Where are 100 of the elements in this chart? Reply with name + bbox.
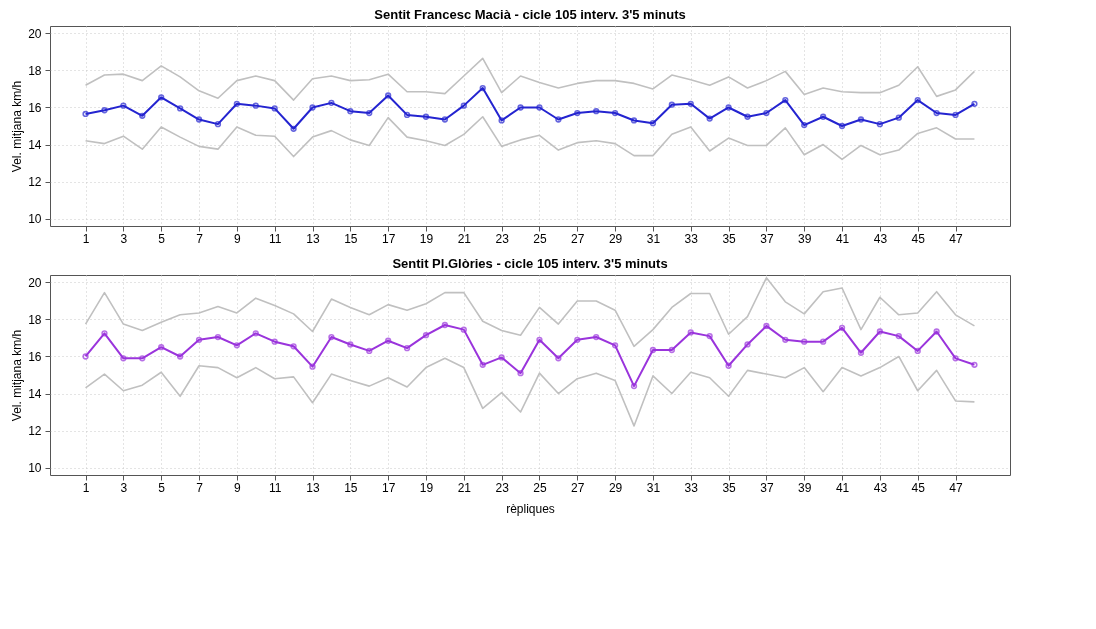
point — [763, 109, 770, 117]
x-tick-label: 47 — [949, 231, 964, 246]
x-tick-label: 41 — [835, 231, 850, 246]
x-tick-label: 25 — [533, 480, 547, 495]
point — [668, 346, 675, 354]
point — [214, 333, 222, 341]
point — [441, 116, 449, 123]
point — [687, 100, 694, 107]
x-tick-label: 33 — [684, 231, 699, 246]
point — [725, 104, 732, 111]
x-tick-label: 7 — [196, 480, 204, 495]
x-tick-label: 47 — [949, 480, 964, 495]
point — [820, 113, 827, 120]
y-tick-label: 14 — [28, 387, 42, 402]
point — [895, 332, 902, 340]
point — [933, 328, 940, 335]
x-tick-label: 1 — [82, 231, 90, 246]
point — [838, 122, 846, 130]
point — [158, 344, 165, 351]
x-tick-label: 27 — [571, 231, 585, 246]
point — [422, 113, 430, 120]
point — [801, 338, 808, 345]
x-tick-label: 37 — [760, 231, 774, 246]
point — [460, 326, 467, 333]
point — [555, 116, 562, 123]
point — [195, 336, 203, 343]
y-tick-label: 20 — [28, 275, 42, 290]
x-tick-label: 31 — [646, 480, 661, 495]
point — [422, 332, 430, 339]
y-axis-title: Vel. mitjana km/h — [10, 80, 25, 173]
point — [101, 107, 108, 114]
point — [139, 355, 146, 362]
y-tick-label: 14 — [28, 138, 42, 153]
point — [195, 116, 203, 123]
x-tick-label: 29 — [608, 231, 623, 246]
point — [233, 100, 240, 107]
point — [385, 337, 392, 344]
point — [914, 347, 921, 355]
point — [611, 342, 619, 349]
point — [271, 105, 278, 112]
x-tick-label: 15 — [344, 231, 358, 246]
point — [498, 354, 505, 361]
x-tick-label: 35 — [722, 231, 737, 246]
point — [895, 114, 902, 121]
x-tick-label: 3 — [120, 231, 128, 246]
point — [309, 104, 316, 111]
point — [139, 112, 146, 119]
point — [914, 96, 921, 104]
y-tick-label: 18 — [28, 63, 42, 78]
x-tick-label: 41 — [835, 480, 850, 495]
point — [593, 333, 600, 341]
x-tick-label: 19 — [419, 480, 434, 495]
point — [498, 117, 505, 124]
point — [347, 108, 354, 115]
point — [517, 370, 524, 377]
point — [687, 329, 694, 336]
point — [952, 111, 959, 119]
point — [403, 111, 411, 119]
x-tick-label: 39 — [798, 480, 812, 495]
x-tick-label: 25 — [533, 231, 547, 246]
x-tick-label: 19 — [419, 231, 434, 246]
point — [630, 382, 638, 390]
point — [801, 121, 808, 129]
point — [630, 117, 638, 124]
x-tick-label: 33 — [684, 480, 699, 495]
point — [309, 363, 316, 370]
point — [536, 104, 543, 111]
point — [252, 330, 259, 337]
x-tick-label: 13 — [306, 231, 320, 246]
x-tick-label: 13 — [306, 480, 320, 495]
point — [706, 332, 713, 340]
point — [271, 338, 278, 345]
x-tick-label: 45 — [911, 231, 926, 246]
point — [876, 328, 884, 335]
point — [649, 120, 657, 127]
point — [120, 102, 127, 109]
point — [668, 101, 675, 108]
point — [328, 333, 335, 341]
point — [120, 355, 127, 362]
point — [933, 109, 940, 117]
x-tick-label: 5 — [158, 231, 166, 246]
point — [838, 324, 846, 331]
point — [479, 361, 486, 368]
point — [290, 125, 297, 132]
point — [366, 109, 373, 117]
x-tick-label: 23 — [495, 231, 510, 246]
point — [649, 346, 657, 354]
point — [782, 336, 789, 343]
point — [403, 345, 411, 352]
x-tick-label: 15 — [344, 480, 358, 495]
x-tick-label: 37 — [760, 480, 774, 495]
point — [876, 121, 884, 128]
x-tick-label: 23 — [495, 480, 510, 495]
y-tick-label: 16 — [28, 349, 42, 364]
x-tick-label: 27 — [571, 480, 585, 495]
point — [857, 349, 865, 356]
y-axis-title: Vel. mitjana km/h — [10, 329, 25, 422]
point — [479, 84, 486, 92]
x-tick-label: 9 — [234, 480, 242, 495]
x-tick-label: 11 — [268, 480, 282, 495]
